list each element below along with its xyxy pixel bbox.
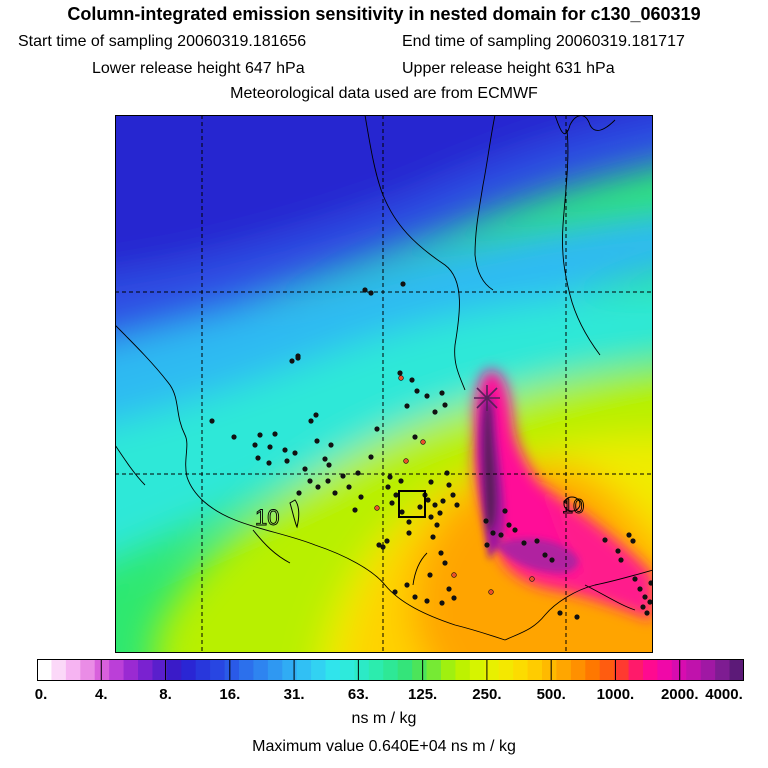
sensitivity-map: 10 10 <box>115 115 653 653</box>
legend-tick-label: 2000. <box>660 686 699 703</box>
legend-tick-label: 1000. <box>596 686 635 703</box>
legend-swatch <box>325 659 341 681</box>
max-value-label: Maximum value 0.640E+04 ns m / kg <box>252 738 516 755</box>
legend-swatch <box>37 659 53 681</box>
red-station-dots <box>374 375 535 595</box>
grid-lines <box>115 115 653 653</box>
legend-swatch <box>542 659 558 681</box>
legend-swatch <box>340 659 356 681</box>
plume-core <box>478 394 579 574</box>
legend-swatch <box>686 659 702 681</box>
legend-swatch <box>715 659 731 681</box>
legend-swatch <box>599 659 615 681</box>
legend-swatch <box>239 659 255 681</box>
legend-swatch <box>123 659 139 681</box>
legend-swatch <box>253 659 269 681</box>
legend-swatch <box>412 659 428 681</box>
legend-swatch <box>426 659 442 681</box>
legend-swatch <box>138 659 154 681</box>
map-svg: 10 10 <box>115 115 653 653</box>
lower-release-label: Lower release height 647 hPa <box>92 60 305 77</box>
legend-swatch <box>311 659 327 681</box>
legend-tick-labels: 0. 4. 8. 16. 31. 63. 125. 250. 500. 1000. 2000. 400… <box>0 686 768 706</box>
legend-swatch <box>181 659 197 681</box>
legend-tick-label: 500. <box>536 686 566 703</box>
legend-swatch <box>224 659 240 681</box>
legend-swatch <box>267 659 283 681</box>
legend-swatch <box>397 659 413 681</box>
contour-label-1: 10 <box>255 505 279 530</box>
legend-tick-label: 0. <box>34 686 48 703</box>
legend-tick-label: 16. <box>219 686 241 703</box>
legend-swatch <box>282 659 298 681</box>
legend-swatch <box>570 659 586 681</box>
release-box <box>398 490 426 518</box>
legend-frame <box>37 659 744 681</box>
legend-swatch <box>383 659 399 681</box>
legend-swatch <box>80 659 96 681</box>
release-star-marker <box>474 385 500 411</box>
legend-swatch <box>354 659 370 681</box>
legend-tick-label: 31. <box>283 686 305 703</box>
legend-tick-label: 63. <box>347 686 369 703</box>
color-legend <box>36 659 745 681</box>
station-dots <box>209 281 653 620</box>
plot-title: Column-integrated emission sensitivity i… <box>67 4 701 24</box>
legend-swatch <box>628 659 644 681</box>
legend-swatch <box>210 659 226 681</box>
legend-swatch <box>94 659 110 681</box>
legend-swatch <box>455 659 471 681</box>
legend-swatch <box>195 659 211 681</box>
legend-swatch <box>729 659 745 681</box>
legend-tick-label: 8. <box>159 686 172 703</box>
legend-swatch <box>585 659 601 681</box>
end-time-label: End time of sampling 20060319.181717 <box>402 33 685 50</box>
legend-swatch <box>441 659 457 681</box>
legend-units: ns m / kg <box>351 710 417 727</box>
legend-swatch <box>51 659 67 681</box>
legend-swatch <box>368 659 384 681</box>
upper-release-label: Upper release height 631 hPa <box>402 60 615 77</box>
legend-swatch <box>296 659 312 681</box>
legend-bar <box>36 659 745 681</box>
legend-swatch <box>498 659 514 681</box>
legend-swatch <box>527 659 543 681</box>
legend-swatch <box>556 659 572 681</box>
coastlines <box>115 115 653 641</box>
legend-tick-label: 4. <box>95 686 108 703</box>
contour-label-2: 10 <box>562 496 584 518</box>
legend-swatch <box>700 659 716 681</box>
legend-swatch <box>152 659 168 681</box>
legend-swatch <box>484 659 500 681</box>
legend-tick-label: 125. <box>408 686 438 703</box>
legend-swatch <box>109 659 125 681</box>
start-time-label: Start time of sampling 20060319.181656 <box>18 33 307 50</box>
legend-swatch <box>166 659 182 681</box>
legend-swatch <box>643 659 659 681</box>
legend-swatch <box>469 659 485 681</box>
legend-swatch <box>657 659 673 681</box>
legend-swatch <box>614 659 630 681</box>
legend-swatch <box>513 659 529 681</box>
contour-loops <box>289 496 581 529</box>
map-frame <box>115 115 653 653</box>
met-data-label: Meteorological data used are from ECMWF <box>230 85 538 102</box>
legend-tick-label: 4000. <box>705 686 743 703</box>
legend-swatch <box>65 659 81 681</box>
legend-tick-label: 250. <box>472 686 502 703</box>
